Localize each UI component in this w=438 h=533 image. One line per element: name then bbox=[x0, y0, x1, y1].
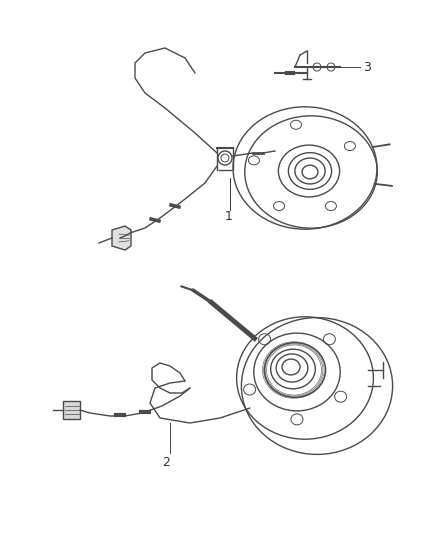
Text: 2: 2 bbox=[162, 456, 170, 469]
Polygon shape bbox=[63, 401, 80, 419]
Polygon shape bbox=[112, 226, 131, 250]
Text: 1: 1 bbox=[225, 210, 233, 223]
Text: 3: 3 bbox=[363, 61, 371, 74]
